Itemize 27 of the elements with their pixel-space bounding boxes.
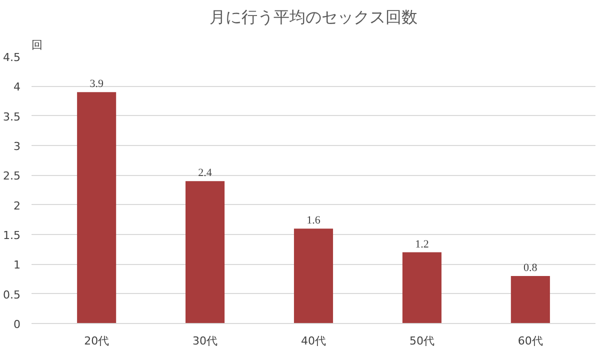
data-label: 3.9	[90, 78, 104, 90]
y-tick-label: 0	[14, 318, 20, 331]
bar	[186, 181, 225, 324]
y-tick-label: 0.5	[3, 288, 21, 302]
y-tick-label: 3	[14, 140, 20, 153]
y-axis-title: 回	[32, 38, 42, 52]
x-tick-label: 20代	[84, 334, 110, 348]
y-tick-label: 1.5	[3, 229, 21, 242]
x-tick-label: 60代	[518, 334, 543, 348]
y-tick-label: 3.5	[3, 110, 21, 124]
bar	[77, 92, 116, 324]
data-label: 1.6	[306, 214, 321, 227]
bar	[510, 276, 550, 324]
y-tick-label: 1	[14, 258, 20, 272]
y-tick-label: 4	[14, 80, 20, 94]
data-label: 2.4	[198, 167, 212, 180]
bar	[402, 252, 442, 324]
y-tick-label: 4.5	[3, 51, 21, 64]
x-tick-label: 30代	[192, 334, 218, 348]
data-label: 0.8	[524, 262, 538, 274]
bar	[294, 228, 334, 324]
x-tick-label: 50代	[409, 334, 434, 348]
x-tick-label: 40代	[301, 334, 326, 348]
chart-title: 月に行う平均のセックス回数	[210, 8, 418, 26]
y-tick-label: 2.5	[3, 170, 21, 183]
y-tick-label: 2	[14, 199, 20, 212]
data-label: 1.2	[415, 238, 429, 250]
